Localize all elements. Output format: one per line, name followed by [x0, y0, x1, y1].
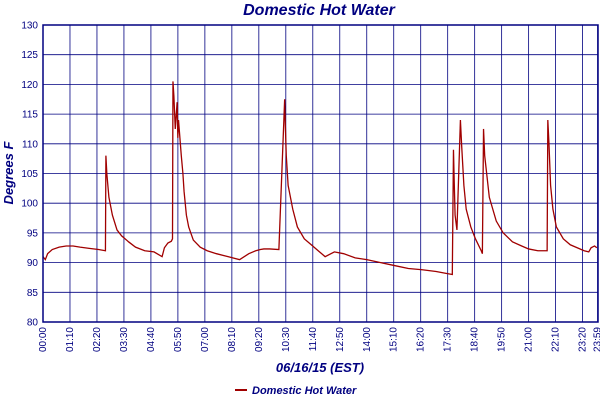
x-tick-label: 23:59: [593, 327, 600, 352]
x-tick-label: 08:10: [227, 327, 238, 352]
x-axis-ticks: 00:00 01:10 02:20 03:30 04:40 05:50 07:00 08:10…: [38, 327, 600, 352]
x-tick-label: 12:50: [335, 327, 346, 352]
x-tick-label: 17:30: [443, 327, 454, 352]
x-tick-label: 07:00: [200, 327, 211, 352]
x-tick-label: 02:20: [92, 327, 103, 352]
x-tick-label: 23:20: [578, 327, 589, 352]
x-tick-label: 05:50: [173, 327, 184, 352]
x-tick-label: 09:20: [254, 327, 265, 352]
x-axis-label: 06/16/15 (EST): [276, 360, 364, 375]
y-tick-label: 110: [22, 139, 38, 150]
y-tick-label: 105: [21, 169, 38, 180]
x-tick-label: 19:50: [497, 327, 508, 352]
series-line-domestic-hot-water: [42, 81, 598, 276]
y-tick-label: 95: [27, 228, 39, 239]
x-tick-label: 14:00: [362, 327, 373, 352]
x-tick-label: 00:00: [38, 327, 49, 352]
legend-label: Domestic Hot Water: [252, 385, 357, 397]
y-axis-label: Degrees F: [1, 141, 16, 205]
y-tick-label: 100: [21, 199, 38, 210]
x-tick-label: 15:10: [389, 327, 400, 352]
y-tick-label: 85: [27, 288, 39, 299]
y-axis-ticks: 80 85 90 95 100 105 110 115 120 125 130: [21, 21, 38, 329]
x-tick-label: 04:40: [146, 327, 157, 352]
x-tick-label: 11:40: [308, 327, 319, 352]
chart-title: Domestic Hot Water: [243, 2, 396, 19]
y-tick-label: 125: [21, 50, 38, 61]
plot-frame: [42, 24, 599, 323]
x-tick-label: 03:30: [119, 327, 130, 352]
x-tick-label: 01:10: [65, 327, 76, 352]
y-tick-label: 120: [21, 80, 38, 91]
y-tick-label: 130: [21, 21, 38, 32]
y-tick-label: 115: [22, 110, 38, 121]
x-tick-label: 16:20: [416, 327, 427, 352]
x-tick-label: 10:30: [281, 327, 292, 352]
y-tick-label: 80: [27, 318, 39, 329]
legend: Domestic Hot Water: [235, 385, 357, 397]
x-tick-label: 22:10: [551, 327, 562, 352]
x-tick-label: 18:40: [470, 327, 481, 352]
x-tick-label: 21:00: [524, 327, 535, 352]
y-tick-label: 90: [27, 258, 39, 269]
